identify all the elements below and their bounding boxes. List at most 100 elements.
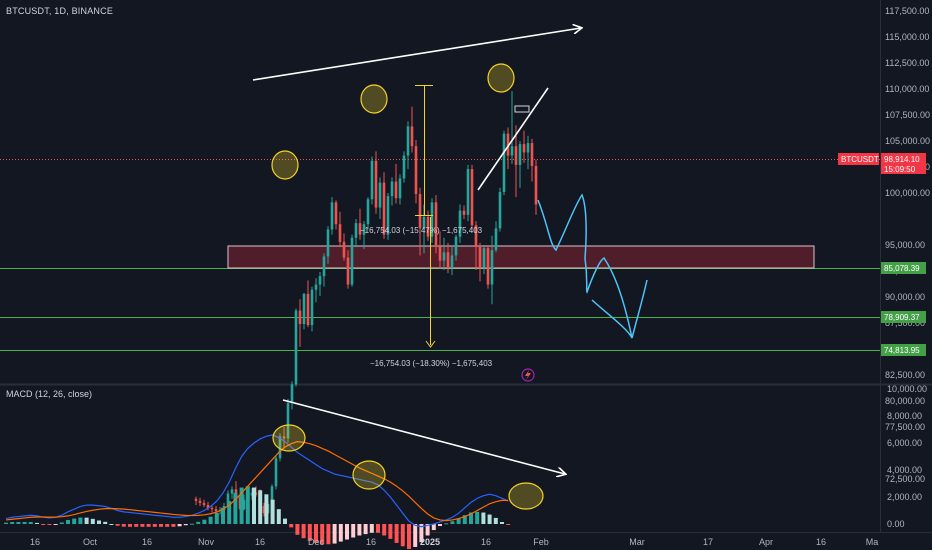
candle-body [482,248,486,268]
macd-pane[interactable] [0,386,880,532]
macd-histogram-bar [84,517,89,524]
candle [198,497,202,507]
lightning-icon[interactable] [521,368,535,382]
macd-histogram-bar [159,524,163,527]
candle [450,246,454,276]
time-tick-label: Mar [629,537,645,547]
macd-histogram-bar [450,521,455,524]
candle-body [438,245,442,261]
candle [202,499,206,508]
candle-body [310,289,314,326]
macd-histogram-bar [183,524,188,526]
candle-body [226,493,230,507]
resistance-zone[interactable] [227,245,815,269]
price-tick-label: 72,500.00 [885,474,925,484]
macd-histogram-bar [16,521,21,524]
time-tick-label: Oct [83,537,98,547]
time-tick-label: Dec [308,537,325,547]
macd-tick-label: 8,000.00 [887,411,922,421]
macd-highlights[interactable] [272,424,544,510]
macd-indicator-title[interactable]: MACD (12, 26, close) [6,389,93,399]
candle-body [446,252,450,268]
price-trend-arrow[interactable] [252,28,581,81]
macd-histogram-bar [326,524,331,545]
macd-histogram-bar [121,524,126,527]
candle [310,286,314,332]
symbol-title[interactable]: BTCUSDT, 1D, BINANCE [6,6,114,16]
macd-histogram-bar [134,524,139,527]
candle-body [366,199,370,225]
highlight-circle-jan [487,63,515,93]
macd-histogram-bar [345,524,349,540]
macd-histogram-bar [22,521,27,524]
macd-histogram-bar [245,486,250,524]
macd-highlight-circle-3 [508,482,544,510]
candle [342,233,346,261]
macd-histogram-bar [301,524,306,539]
candle [418,187,422,256]
candle-body [230,489,234,494]
price-trendline[interactable] [477,87,549,191]
level-tag-78909: 78,909.37 [881,311,926,323]
price-tick-label: 115,000.00 [885,32,929,42]
candle-body [298,310,302,325]
price-tick-label: 77,500.00 [885,422,925,432]
macd-histogram-bar [47,524,52,525]
projection-path-tail[interactable] [631,279,648,339]
candle-body [286,403,290,439]
price-tick-label: 105,000.00 [885,136,930,146]
candle-body [402,155,406,179]
time-tick-label: 16 [255,537,265,547]
candle-body [318,276,322,285]
highlight-circle-nov [271,150,299,180]
measure-tool[interactable]: −16,754.03 (−15.47%) −1,675,403 −16,754.… [360,85,493,369]
candle [402,151,406,183]
candle-body [466,169,470,215]
candle [458,204,462,243]
macd-histogram-bar [462,515,467,524]
macd-histogram-bar [363,524,368,535]
macd-tick-label: 6,000.00 [887,438,922,448]
candle-body [194,498,198,501]
candle-body [426,216,430,237]
candle [314,278,318,303]
candle [526,135,530,170]
candle [430,198,434,243]
time-tick-label: 16 [366,537,376,547]
level-tag-85078: 85,078.39 [881,262,926,274]
macd-histogram-bar [59,522,64,524]
macd-histogram-bar [413,524,418,547]
macd-histogram-bar [227,501,232,524]
candle [242,494,246,511]
macd-histogram-bar [190,523,194,525]
candle-body [358,223,362,235]
macd-histogram-bar [444,523,449,525]
time-tick-label: Nov [198,537,215,547]
candle-body [314,284,318,290]
price-highlights[interactable] [271,63,515,180]
candle [338,211,342,248]
time-tick-label: Apr [759,537,773,547]
candle [194,496,198,505]
candle-body [450,255,454,268]
candle [438,231,442,269]
price-pane[interactable] [0,0,880,383]
candle [490,235,494,305]
macd-highlight-circle-2 [352,460,386,490]
candle-body [210,508,214,510]
macd-histogram-bar [221,507,225,524]
candle [406,121,410,170]
macd-histogram-bar [431,524,436,531]
candle [454,234,458,261]
macd-histogram-bar [351,524,356,538]
candle-body [374,160,378,208]
projection-path[interactable] [537,193,633,339]
candle [262,502,266,517]
macd-trend-arrow[interactable] [282,399,565,474]
candle-body [290,384,294,404]
candle [334,200,338,230]
macd-tick-label: 4,000.00 [887,465,922,475]
candle [330,197,334,235]
candle-body [434,202,438,245]
